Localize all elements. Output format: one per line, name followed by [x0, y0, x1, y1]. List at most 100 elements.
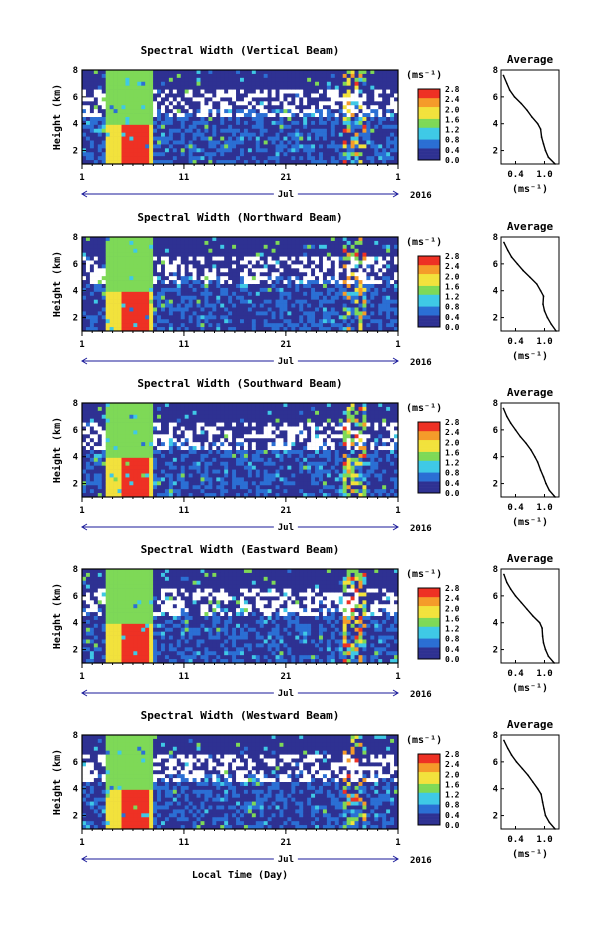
heatmap-cell	[370, 319, 374, 323]
heatmap-cell	[359, 141, 363, 145]
heatmap-cell	[145, 450, 149, 454]
heatmap-cell	[272, 288, 276, 292]
heatmap-cell	[319, 292, 323, 296]
heatmap-cell	[181, 419, 185, 423]
heatmap-cell	[362, 257, 366, 261]
heatmap-cell	[370, 105, 374, 109]
heatmap-cell	[106, 411, 110, 415]
heatmap-cell	[181, 82, 185, 86]
colorbar-tick-label: 2.8	[445, 85, 460, 94]
heatmap-cell	[327, 94, 331, 98]
heatmap-cell	[291, 90, 295, 94]
heatmap-cell	[129, 407, 133, 411]
heatmap-cell	[327, 156, 331, 160]
heatmap-cell	[331, 137, 335, 141]
heatmap-cell	[355, 70, 359, 74]
colorbar-step	[418, 294, 440, 297]
heatmap-cell	[141, 284, 145, 288]
heatmap-cell	[307, 268, 311, 272]
heatmap-cell	[189, 272, 193, 276]
heatmap-cell	[122, 430, 126, 434]
heatmap-cell	[390, 117, 394, 121]
heatmap-cell	[335, 97, 339, 101]
heatmap-cell	[224, 415, 228, 419]
heatmap-cell	[86, 446, 90, 450]
heatmap-cell	[272, 311, 276, 315]
heatmap-cell	[331, 82, 335, 86]
heatmap-cell	[133, 300, 137, 304]
heatmap-cell	[355, 94, 359, 98]
heatmap-cell	[141, 419, 145, 423]
heatmap-cell	[169, 300, 173, 304]
heatmap-cell	[114, 125, 118, 129]
heatmap-cell	[295, 137, 299, 141]
heatmap-cell	[260, 129, 264, 133]
heatmap-cell	[197, 121, 201, 125]
heatmap-cell	[220, 407, 224, 411]
heatmap-cell	[122, 311, 126, 315]
heatmap-cell	[110, 407, 114, 411]
heatmap-cell	[244, 323, 248, 327]
heatmap-cell	[169, 82, 173, 86]
heatmap-cell	[351, 323, 355, 327]
heatmap-cell	[118, 245, 122, 249]
heatmap-cell	[244, 125, 248, 129]
heatmap-cell	[137, 268, 141, 272]
heatmap-cell	[248, 257, 252, 261]
heatmap-cell	[212, 403, 216, 407]
heatmap-cell	[240, 315, 244, 319]
heatmap-cell	[303, 245, 307, 249]
heatmap-cell	[216, 284, 220, 288]
heatmap-cell	[386, 129, 390, 133]
heatmap-cell	[390, 284, 394, 288]
heatmap-cell	[355, 86, 359, 90]
heatmap-cell	[370, 257, 374, 261]
heatmap-cell	[157, 477, 161, 481]
heatmap-cell	[177, 125, 181, 129]
heatmap-cell	[185, 481, 189, 485]
heatmap-cell	[189, 323, 193, 327]
heatmap-cell	[204, 125, 208, 129]
heatmap-cell	[248, 237, 252, 241]
heatmap-cell	[133, 403, 137, 407]
heatmap-cell	[220, 470, 224, 474]
heatmap-cell	[378, 296, 382, 300]
heatmap-cell	[374, 249, 378, 253]
heatmap-cell	[236, 133, 240, 137]
heatmap-cell	[149, 296, 153, 300]
heatmap-cell	[149, 323, 153, 327]
heatmap-cell	[351, 105, 355, 109]
heatmap-cell	[248, 292, 252, 296]
heatmap-cell	[94, 241, 98, 245]
heatmap-cell	[244, 292, 248, 296]
heatmap-cell	[303, 241, 307, 245]
x-tick-label: 11	[179, 173, 190, 183]
heatmap-cell	[173, 276, 177, 280]
heatmap-cell	[98, 148, 102, 152]
heatmap-cell	[347, 296, 351, 300]
heatmap-cell	[276, 284, 280, 288]
heatmap-cell	[125, 264, 129, 268]
heatmap-cell	[185, 144, 189, 148]
heatmap-cell	[208, 319, 212, 323]
heatmap-cell	[220, 113, 224, 117]
heatmap-cell	[169, 280, 173, 284]
heatmap-cell	[362, 129, 366, 133]
heatmap-cell	[362, 105, 366, 109]
heatmap-cell	[110, 137, 114, 141]
heatmap-cell	[264, 292, 268, 296]
heatmap-cell	[370, 300, 374, 304]
heatmap-cell	[165, 477, 169, 481]
heatmap-cell	[232, 284, 236, 288]
heatmap-cell	[366, 129, 370, 133]
heatmap-cell	[204, 300, 208, 304]
heatmap-cell	[355, 237, 359, 241]
heatmap-cell	[295, 105, 299, 109]
heatmap-cell	[216, 481, 220, 485]
heatmap-cell	[122, 466, 126, 470]
heatmap-cell	[122, 105, 126, 109]
heatmap-cell	[355, 113, 359, 117]
heatmap-cell	[114, 458, 118, 462]
heatmap-cell	[220, 152, 224, 156]
heatmap-cell	[216, 261, 220, 265]
